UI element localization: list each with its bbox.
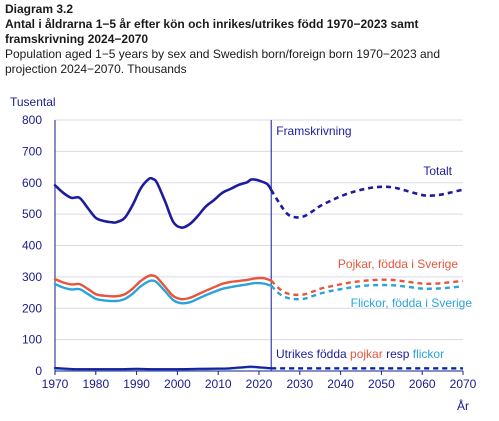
diagram-label: Diagram 3.2 [5,2,74,16]
y-tick-label: 0 [35,364,42,378]
series-projection-total [270,185,464,219]
x-tick-label: 1990 [123,377,150,391]
x-tick-label: 2050 [368,377,395,391]
x-axis-title: År [457,398,469,413]
x-tick-label: 2000 [164,377,191,391]
x-tick-label: 2040 [327,377,354,391]
y-tick-label: 800 [22,113,42,127]
series-line-foreign_boys [54,365,273,371]
series-line-total [53,176,273,229]
y-tick-labels: 0 100 200 300 400 500 600 700 800 Tusental [10,95,56,378]
y-tick-label: 100 [22,333,42,347]
series-projection-boys [270,278,464,297]
x-tick-label: 2070 [450,377,477,391]
chart-header: Diagram 3.2 Antal i åldrarna 1−5 år efte… [5,2,495,77]
projection-label: Framskrivning [276,124,351,138]
x-tick-labels: 1970 1980 1990 2000 2010 2020 2030 2040 2050 2060… [42,377,477,413]
y-axis-title: Tusental [10,95,56,109]
x-tick-label: 1980 [82,377,109,391]
title-swedish: Antal i åldrarna 1−5 år efter kön och in… [5,17,419,46]
series-lines [53,176,464,371]
title-english: Population aged 1−5 years by sex and Swe… [5,47,440,76]
x-tick-label: 2060 [409,377,436,391]
series-line-girls [53,279,273,305]
label-boys: Pojkar, födda i Sverige [338,257,458,271]
x-tick-label: 2030 [286,377,313,391]
y-tick-label: 200 [22,301,42,315]
y-tick-label: 600 [22,176,42,190]
y-tick-label: 300 [22,270,42,284]
annotations: Framskrivning Totalt Pojkar, födda i Sveri… [276,124,472,361]
grid-lines [55,119,463,341]
label-girls: Flickor, födda i Sverige [351,296,473,310]
x-tick-label: 1970 [42,377,69,391]
label-foreign-born: Utrikes födda pojkar resp flickor [276,347,444,361]
y-tick-label: 500 [22,207,42,221]
axes [54,120,464,375]
series-projection-girls [270,283,464,301]
x-tick-label: 2020 [246,377,273,391]
y-tick-label: 700 [22,144,42,158]
series-line-boys [53,274,273,301]
y-tick-label: 400 [22,239,42,253]
x-tick-label: 2010 [205,377,232,391]
label-total: Totalt [423,164,452,178]
